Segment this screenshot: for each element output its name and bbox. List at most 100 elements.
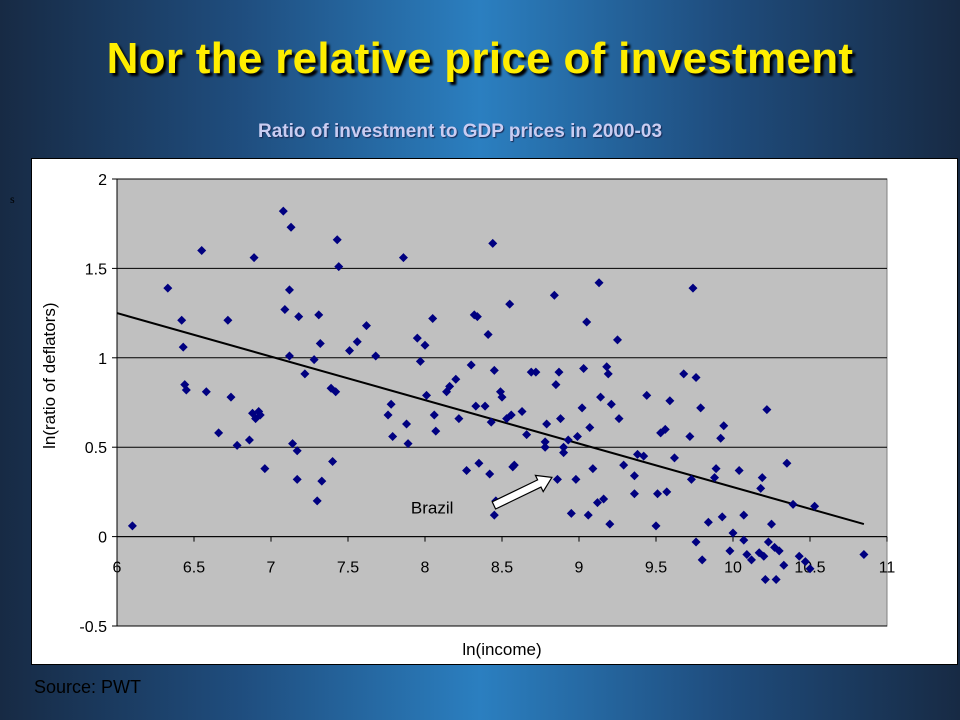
data-point [445,381,455,391]
data-point [762,405,772,415]
data-point [559,442,569,452]
data-point [483,330,493,340]
data-point [214,428,224,438]
data-point [788,499,798,509]
data-point [531,367,541,377]
data-point [725,546,735,556]
x-tick-label: 9.5 [645,560,667,577]
data-point [517,406,527,416]
data-point [739,510,749,520]
data-point [540,442,550,452]
data-point [592,498,602,508]
data-point [462,465,472,475]
data-point [223,315,233,325]
data-point [679,369,689,379]
x-tick-label: 7.5 [337,560,359,577]
data-point [420,340,430,350]
data-point [767,519,776,529]
data-point [292,474,302,484]
y-tick-label: 1 [98,351,107,368]
chart-title: Ratio of investment to GDP prices in 200… [257,121,663,142]
data-point [759,551,769,561]
data-point [602,362,612,372]
data-point [642,390,652,400]
stray-mark: s [10,192,15,206]
data-point [603,369,613,379]
x-axis-title: ln(income) [462,640,541,659]
data-point [559,448,569,458]
data-point [429,410,439,420]
data-point [686,474,696,484]
data-point [688,283,698,293]
y-tick-label: 0 [98,530,107,547]
data-point [422,390,432,400]
data-point [583,510,593,520]
data-point [226,392,236,402]
data-point [371,351,381,361]
y-tick-label: -0.5 [79,619,107,636]
y-tick-label: 0.5 [85,440,107,457]
data-point [549,290,559,300]
data-point [710,473,720,483]
data-point [703,517,713,527]
data-point [177,315,187,325]
data-point [653,489,663,499]
data-point [361,321,371,331]
y-axis-title: ln(ratio of deflators) [40,302,59,448]
data-point [489,365,499,375]
data-point [572,431,582,441]
data-point [312,496,322,506]
x-tick-label: 8 [421,560,430,577]
data-point [551,380,561,390]
data-point [315,338,325,348]
data-point [605,519,615,529]
data-point [248,408,258,418]
data-point [251,414,261,424]
data-point [486,417,496,427]
data-point [244,435,254,445]
data-point [728,528,738,538]
data-point [260,464,270,474]
data-point [754,548,764,558]
data-point [542,419,552,429]
data-point [717,512,727,522]
data-point [509,460,519,470]
x-tick-label: 11 [879,560,896,577]
data-point [577,403,587,413]
data-point [383,410,393,420]
data-point [619,460,629,470]
scatter-chart: -0.5 0 0.5 1 1.5 2 6 6.5 7 7.5 8 8.5 9 9.5 10 1 0.5 11 l… [40,172,896,659]
data-point [522,430,532,440]
data-point [763,537,773,547]
data-point [294,312,304,322]
data-point [599,494,609,504]
data-point [466,360,476,370]
data-point [284,351,294,361]
data-point [300,369,310,379]
data-point [585,423,595,433]
x-tick-label: 9 [575,560,584,577]
data-point [588,464,598,474]
data-point [497,392,507,402]
data-point [278,206,288,216]
data-point [163,283,173,293]
brazil-label: Brazil [411,498,454,517]
chart-frame: -0.5 0 0.5 1 1.5 2 6 6.5 7 7.5 8 8.5 9 9.5 10 1 0.5 11 l… [31,158,958,665]
data-point [691,372,701,382]
data-point [181,385,191,395]
data-point [685,431,695,441]
data-point [579,364,589,374]
data-point [566,508,576,518]
data-point [596,392,606,402]
data-point [719,421,729,431]
data-point [606,399,616,409]
data-point [485,469,495,479]
data-point [629,471,639,481]
data-point [556,414,566,424]
data-point [662,487,672,497]
data-point [232,440,242,450]
data-point [746,555,756,565]
data-point [388,431,398,441]
data-point [660,424,670,434]
x-tick-label: 7 [267,560,276,577]
